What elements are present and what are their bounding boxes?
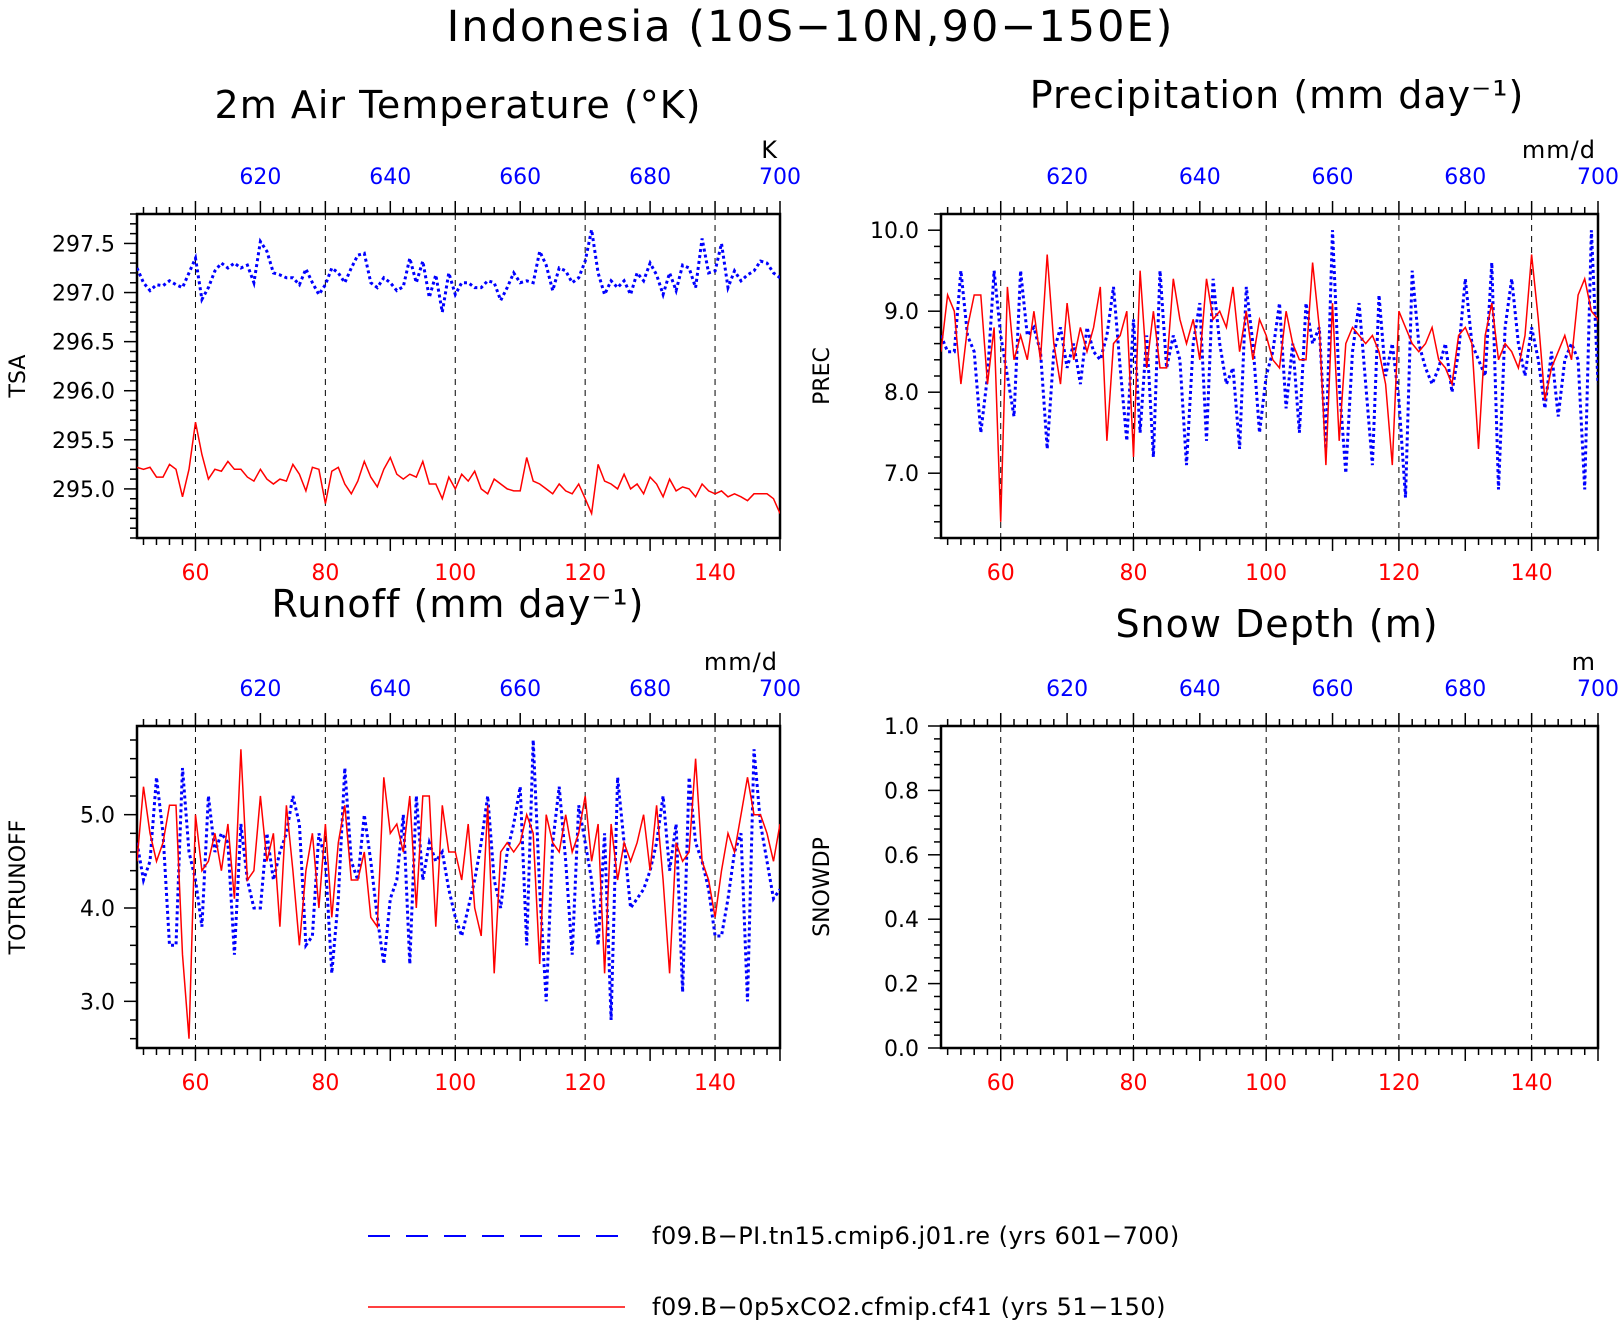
- plot-frame: [939, 724, 1600, 1050]
- x-tick-label-bottom: 140: [1511, 1071, 1553, 1096]
- x-tick-label-bottom: 80: [1119, 1071, 1147, 1096]
- x-tick-label-bottom: 60: [181, 1071, 209, 1096]
- x-tick-label-bottom: 80: [1119, 561, 1147, 586]
- x-tick-label-top: 640: [369, 677, 411, 702]
- panel-2: Precipitation (mm day⁻¹) mm/d 60 80 100 120 14…: [810, 73, 1619, 586]
- x-tick-label-top: 640: [1179, 677, 1221, 702]
- x-tick-label-top: 660: [499, 677, 541, 702]
- units-label: m: [1572, 648, 1596, 676]
- y-tick-label: 5.0: [80, 804, 115, 829]
- y-tick-label: 10.0: [870, 219, 919, 244]
- x-tick-label-bottom: 120: [564, 561, 606, 586]
- x-tick-label-bottom: 60: [181, 561, 209, 586]
- panels-group: 2m Air Temperature (°K) K 60 80 100 120 140 620…: [6, 73, 1619, 1096]
- x-tick-label-top: 680: [629, 677, 671, 702]
- y-tick-label: 7.0: [884, 462, 919, 487]
- x-tick-label-top: 700: [759, 165, 801, 190]
- y-tick-label: 0.2: [884, 973, 919, 998]
- x-tick-label-top: 620: [239, 165, 281, 190]
- y-tick-label: 1.0: [884, 715, 919, 740]
- y-axis-label: TSA: [6, 355, 31, 399]
- x-tick-label-top: 620: [1046, 677, 1088, 702]
- x-tick-label-bottom: 100: [1245, 1071, 1287, 1096]
- y-tick-label: 0.4: [884, 908, 919, 933]
- y-tick-label: 296.0: [52, 380, 115, 405]
- x-tick-label-top: 700: [1577, 165, 1619, 190]
- y-tick-label: 295.0: [52, 478, 115, 503]
- units-label: mm/d: [704, 648, 778, 676]
- x-tick-label-top: 620: [1046, 165, 1088, 190]
- x-tick-label-top: 680: [1444, 165, 1486, 190]
- x-tick-label-top: 700: [759, 677, 801, 702]
- y-tick-label: 0.8: [884, 779, 919, 804]
- x-tick-label-top: 680: [1444, 677, 1486, 702]
- y-tick-label: 3.0: [80, 990, 115, 1015]
- panel-title: Snow Depth (m): [1115, 602, 1438, 646]
- legend: f09.B−PI.tn15.cmip6.j01.re (yrs 601−700)…: [368, 1222, 1180, 1321]
- panel-title: Runoff (mm day⁻¹): [272, 582, 645, 626]
- panel-1: 2m Air Temperature (°K) K 60 80 100 120 140 620…: [6, 83, 801, 586]
- x-tick-label-bottom: 120: [1378, 1071, 1420, 1096]
- y-tick-label: 9.0: [884, 300, 919, 325]
- x-tick-label-bottom: 100: [434, 561, 476, 586]
- x-tick-label-top: 700: [1577, 677, 1619, 702]
- x-tick-label-top: 660: [1312, 165, 1354, 190]
- x-tick-label-top: 680: [629, 165, 671, 190]
- y-tick-label: 8.0: [884, 381, 919, 406]
- panel-4: Snow Depth (m) m 60 80 100 120 140 620 640 660 680…: [810, 602, 1619, 1096]
- x-tick-label-bottom: 140: [694, 1071, 736, 1096]
- figure-title: Indonesia (10S−10N,90−150E): [446, 2, 1175, 52]
- units-label: K: [761, 136, 778, 164]
- y-tick-label: 296.5: [52, 331, 115, 356]
- series-line-experiment: [941, 254, 1598, 522]
- x-tick-label-bottom: 100: [434, 1071, 476, 1096]
- y-tick-label: 0.0: [884, 1037, 919, 1062]
- x-tick-label-bottom: 80: [311, 561, 339, 586]
- x-tick-label-top: 660: [1312, 677, 1354, 702]
- y-axis-label: SNOWDP: [810, 837, 835, 937]
- x-tick-label-top: 640: [1179, 165, 1221, 190]
- panel-3: Runoff (mm day⁻¹) mm/d 60 80 100 120 140 620 640…: [6, 582, 801, 1096]
- panel-title: 2m Air Temperature (°K): [215, 83, 702, 127]
- y-tick-label: 0.6: [884, 844, 919, 869]
- x-tick-label-bottom: 140: [694, 561, 736, 586]
- y-tick-label: 297.0: [52, 282, 115, 307]
- x-tick-label-bottom: 60: [987, 1071, 1015, 1096]
- x-tick-label-top: 660: [499, 165, 541, 190]
- x-tick-label-bottom: 120: [564, 1071, 606, 1096]
- x-tick-label-top: 640: [369, 165, 411, 190]
- x-tick-label-top: 620: [239, 677, 281, 702]
- plot-frame: [135, 724, 782, 1050]
- legend-label-control: f09.B−PI.tn15.cmip6.j01.re (yrs 601−700): [652, 1222, 1180, 1250]
- x-tick-label-bottom: 80: [311, 1071, 339, 1096]
- y-axis-label: TOTRUNOFF: [6, 820, 31, 956]
- panel-title: Precipitation (mm day⁻¹): [1030, 73, 1525, 117]
- legend-label-experiment: f09.B−0p5xCO2.cfmip.cf41 (yrs 51−150): [652, 1293, 1166, 1321]
- units-label: mm/d: [1522, 136, 1596, 164]
- series-line-control: [137, 229, 780, 313]
- y-tick-label: 4.0: [80, 897, 115, 922]
- y-axis-label: PREC: [810, 347, 835, 405]
- series-line-experiment: [137, 421, 780, 517]
- series-line-experiment: [137, 749, 780, 1039]
- series-line-control: [941, 230, 1598, 498]
- x-tick-label-bottom: 120: [1378, 561, 1420, 586]
- x-tick-label-bottom: 100: [1245, 561, 1287, 586]
- y-tick-label: 295.5: [52, 429, 115, 454]
- x-tick-label-bottom: 140: [1511, 561, 1553, 586]
- series-line-control: [137, 739, 780, 1021]
- x-tick-label-bottom: 60: [987, 561, 1015, 586]
- plot-frame: [135, 212, 782, 540]
- y-tick-label: 297.5: [52, 232, 115, 257]
